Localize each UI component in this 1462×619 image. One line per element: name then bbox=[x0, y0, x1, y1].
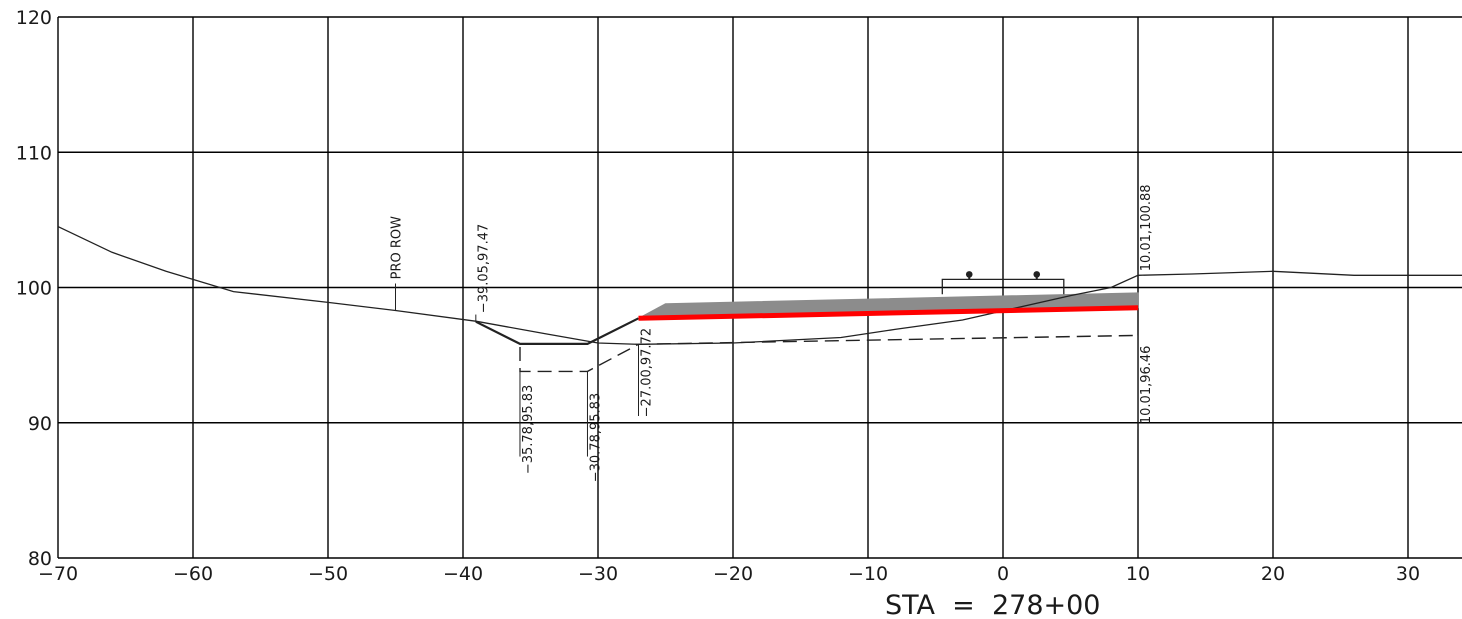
y-tick-label: 100 bbox=[16, 278, 52, 300]
x-tick-label: 10 bbox=[1126, 563, 1150, 585]
x-tick-label: −10 bbox=[848, 563, 888, 585]
y-tick-label: 80 bbox=[28, 548, 52, 570]
x-tick-label: −50 bbox=[308, 563, 348, 585]
note-slope-toe: −27.00,97.72 bbox=[640, 328, 655, 417]
series-proposed-grade-red bbox=[638, 305, 1139, 321]
x-tick-label: −40 bbox=[443, 563, 483, 585]
x-tick-label: −30 bbox=[578, 563, 618, 585]
row-label: PRO ROW bbox=[390, 216, 405, 280]
note-top-right: 10.01,100.88 bbox=[1139, 184, 1154, 271]
x-tick-label: 20 bbox=[1261, 563, 1285, 585]
x-tick-label: 30 bbox=[1396, 563, 1420, 585]
note-bottom-right: 10.01,96.46 bbox=[1139, 346, 1154, 425]
x-tick-label: −60 bbox=[173, 563, 213, 585]
section-geometry bbox=[57, 226, 1462, 373]
y-tick-label: 110 bbox=[16, 142, 52, 164]
elevation-annotations: PRO ROW −39.05,97.47 10.01,100.88 −35.78,95… bbox=[390, 184, 1155, 482]
y-tick-label: 120 bbox=[16, 7, 52, 29]
grid bbox=[57, 16, 1462, 559]
note-ditch-right: −30.78,95.83 bbox=[588, 393, 603, 482]
x-tick-label: 0 bbox=[997, 563, 1009, 585]
x-tick-label: −70 bbox=[38, 563, 78, 585]
note-top-left-hinge: −39.05,97.47 bbox=[476, 224, 491, 313]
series-track-structure bbox=[941, 278, 1065, 295]
note-ditch-left: −35.78,95.83 bbox=[521, 385, 536, 474]
x-axis-tick-labels: −70 −60 −50 −40 −30 −20 −10 0 10 20 30 bbox=[38, 563, 1420, 585]
y-axis-tick-labels: 120 110 100 90 80 bbox=[16, 7, 52, 570]
x-tick-label: −20 bbox=[713, 563, 753, 585]
y-tick-label: 90 bbox=[28, 413, 52, 435]
station-label: STA = 278+00 bbox=[885, 590, 1100, 619]
